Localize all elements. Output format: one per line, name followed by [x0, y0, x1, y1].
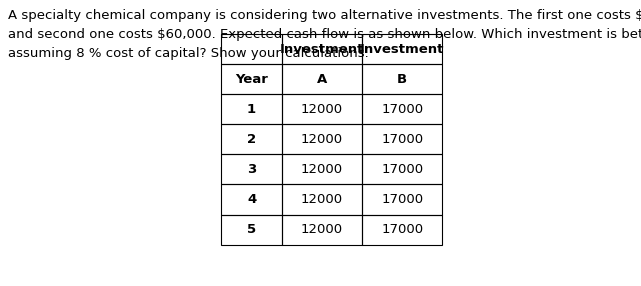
Text: 17000: 17000 — [381, 193, 423, 206]
Bar — [221, 214, 282, 245]
Bar — [221, 94, 282, 124]
Text: 2: 2 — [247, 133, 256, 146]
Text: 17000: 17000 — [381, 133, 423, 146]
Text: 12000: 12000 — [301, 133, 343, 146]
Bar — [221, 154, 282, 184]
Bar — [362, 34, 442, 64]
Text: Year: Year — [235, 73, 268, 86]
Text: B: B — [397, 73, 407, 86]
Bar — [362, 154, 442, 184]
Text: 3: 3 — [247, 163, 256, 176]
Bar — [221, 124, 282, 154]
Bar — [282, 64, 362, 94]
Text: 17000: 17000 — [381, 163, 423, 176]
Bar — [282, 184, 362, 214]
Text: 17000: 17000 — [381, 103, 423, 116]
Bar — [362, 94, 442, 124]
Text: A specialty chemical company is considering two alternative investments. The fir: A specialty chemical company is consider… — [8, 9, 641, 59]
Text: 1: 1 — [247, 103, 256, 116]
Bar — [362, 214, 442, 245]
Bar — [362, 184, 442, 214]
Text: 12000: 12000 — [301, 163, 343, 176]
Bar — [282, 34, 362, 64]
Bar — [221, 64, 282, 94]
Text: 5: 5 — [247, 223, 256, 236]
Text: A: A — [317, 73, 327, 86]
Bar — [221, 184, 282, 214]
Bar — [282, 124, 362, 154]
Bar — [362, 124, 442, 154]
Bar — [362, 64, 442, 94]
Text: Investment: Investment — [360, 43, 444, 56]
Text: 4: 4 — [247, 193, 256, 206]
Bar — [221, 34, 282, 64]
Text: 12000: 12000 — [301, 103, 343, 116]
Text: 12000: 12000 — [301, 193, 343, 206]
Text: 12000: 12000 — [301, 223, 343, 236]
Bar — [282, 214, 362, 245]
Text: Investment: Investment — [280, 43, 364, 56]
Text: 17000: 17000 — [381, 223, 423, 236]
Bar — [282, 94, 362, 124]
Bar — [282, 154, 362, 184]
